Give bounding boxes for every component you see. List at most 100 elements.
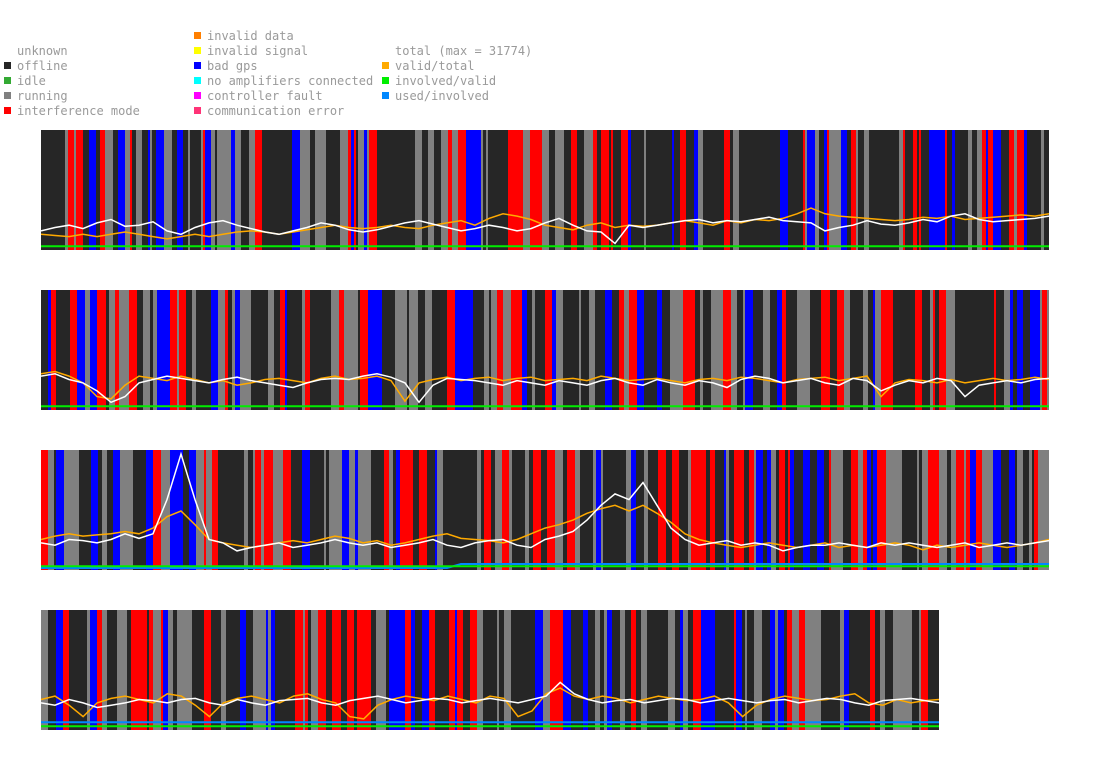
status-stripe [529, 450, 533, 570]
status-stripe [932, 450, 939, 570]
status-stripe [1042, 290, 1047, 410]
status-stripe [1017, 450, 1023, 570]
status-stripe [996, 290, 1004, 410]
status-stripe [64, 450, 72, 570]
status-stripe [1023, 450, 1029, 570]
status-stripe [577, 610, 583, 730]
status-stripe [734, 610, 736, 730]
status-stripe [466, 130, 473, 250]
status-stripe [405, 290, 407, 410]
status-stripe [389, 610, 397, 730]
status-stripe [579, 290, 581, 410]
status-stripe [358, 130, 364, 250]
status-stripe [223, 450, 225, 570]
status-stripe [777, 290, 782, 410]
status-stripe [446, 610, 449, 730]
status-stripe [305, 610, 308, 730]
status-stripe [149, 610, 153, 730]
status-stripe [228, 290, 232, 410]
legend-swatch [194, 32, 201, 39]
status-stripe [709, 610, 715, 730]
status-stripe [543, 610, 550, 730]
status-stripe [369, 450, 371, 570]
status-stripe [329, 450, 336, 570]
status-stripe [888, 290, 893, 410]
status-stripe [821, 610, 825, 730]
status-stripe [409, 130, 415, 250]
status-stripe [422, 610, 429, 730]
status-stripe [580, 450, 587, 570]
status-stripe [563, 610, 571, 730]
status-stripe [841, 130, 847, 250]
status-stripe [721, 450, 724, 570]
status-stripe [221, 610, 226, 730]
status-stripe [470, 610, 477, 730]
status-stripe [1041, 130, 1044, 250]
legend-label: running [17, 89, 68, 103]
legend-label: invalid data [207, 29, 294, 43]
status-stripe [395, 290, 403, 410]
status-stripe [435, 450, 437, 570]
status-stripe [489, 290, 491, 410]
status-stripe [545, 290, 548, 410]
status-stripe [437, 450, 443, 570]
status-stripe [597, 130, 601, 250]
status-stripe [775, 610, 778, 730]
status-stripe [195, 130, 201, 250]
status-stripe [876, 130, 878, 250]
status-stripe [724, 130, 730, 250]
status-stripe [297, 450, 302, 570]
status-stripe [113, 130, 118, 250]
status-stripe [698, 450, 700, 570]
status-stripe [216, 450, 218, 570]
status-stripe [407, 450, 413, 570]
status-stripe [819, 130, 824, 250]
status-stripe [663, 610, 668, 730]
status-stripe [988, 290, 994, 410]
status-stripe [827, 290, 830, 410]
status-stripe [919, 610, 921, 730]
status-stripe [686, 450, 688, 570]
status-stripe [87, 610, 90, 730]
status-stripe [461, 450, 469, 570]
status-stripe [894, 130, 899, 250]
status-stripe [765, 610, 770, 730]
status-stripe [226, 610, 233, 730]
status-stripe [867, 450, 871, 570]
status-stripe [55, 130, 62, 250]
status-stripe [605, 290, 612, 410]
status-stripe [215, 130, 217, 250]
status-stripe [768, 130, 772, 250]
status-stripe [211, 130, 215, 250]
status-stripe [118, 130, 125, 250]
status-stripe [320, 290, 328, 410]
status-stripe [100, 130, 105, 250]
status-stripe [261, 450, 264, 570]
legend-label: offline [17, 59, 68, 73]
status-stripe [947, 450, 951, 570]
status-stripe [827, 130, 829, 250]
status-stripe [1004, 290, 1010, 410]
status-stripe [542, 130, 549, 250]
status-stripe [912, 610, 919, 730]
status-stripe [452, 130, 458, 250]
status-stripe [146, 450, 153, 570]
status-stripe [143, 290, 150, 410]
status-stripe [812, 290, 817, 410]
status-stripe [105, 130, 113, 250]
status-stripe [511, 610, 516, 730]
status-stripe [571, 130, 577, 250]
status-stripe [56, 290, 58, 410]
status-stripe [664, 130, 672, 250]
status-stripe [587, 130, 593, 250]
series-total [41, 681, 939, 709]
status-stripe [295, 610, 303, 730]
status-stripe [988, 130, 993, 250]
status-stripe [694, 130, 698, 250]
status-stripe [486, 130, 488, 250]
status-stripe [117, 610, 122, 730]
status-stripe [266, 610, 268, 730]
status-stripe [1040, 290, 1042, 410]
status-stripe [400, 450, 407, 570]
status-stripe [316, 450, 324, 570]
